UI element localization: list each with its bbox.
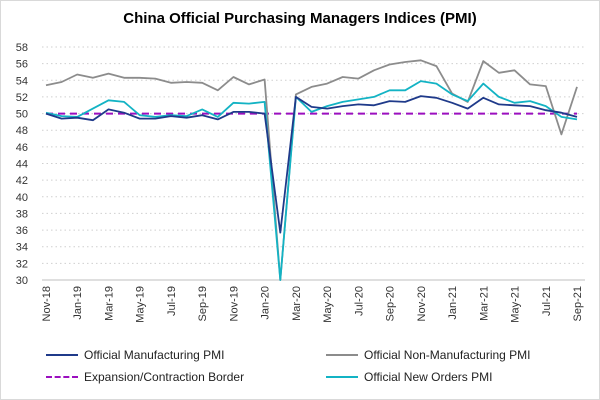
x-tick-label: Sep-20 bbox=[385, 286, 397, 321]
x-tick-label: Jan-19 bbox=[72, 286, 84, 320]
legend-label: Official Manufacturing PMI bbox=[84, 348, 225, 362]
x-tick-label: Nov-20 bbox=[416, 286, 428, 321]
x-tick-label: Jul-21 bbox=[541, 286, 553, 316]
y-tick-label: 48 bbox=[16, 125, 28, 137]
y-tick-label: 44 bbox=[16, 159, 28, 171]
y-tick-label: 38 bbox=[16, 208, 28, 220]
x-tick-label: Mar-20 bbox=[291, 286, 303, 321]
legend-swatch bbox=[326, 376, 358, 378]
x-tick-label: Jul-19 bbox=[166, 286, 178, 316]
x-tick-label: Jul-20 bbox=[353, 286, 365, 316]
x-tick-label: May-21 bbox=[510, 286, 522, 323]
x-tick-label: Nov-19 bbox=[228, 286, 240, 321]
legend-label: Official Non-Manufacturing PMI bbox=[364, 348, 531, 362]
series-line-official-manufacturing-pmi bbox=[45, 95, 578, 234]
y-tick-label: 54 bbox=[16, 75, 28, 87]
legend-swatch bbox=[326, 354, 358, 356]
legend-item-non-manufacturing: Official Non-Manufacturing PMI bbox=[326, 348, 531, 362]
y-tick-label: 32 bbox=[16, 258, 28, 270]
y-tick-label: 50 bbox=[16, 109, 28, 121]
legend-swatch bbox=[46, 376, 78, 378]
x-tick-label: May-20 bbox=[322, 286, 334, 323]
x-tick-label: Nov-18 bbox=[41, 286, 53, 321]
y-tick-label: 34 bbox=[16, 242, 28, 254]
x-tick-label: Jan-20 bbox=[260, 286, 272, 320]
x-tick-label: Sep-19 bbox=[197, 286, 209, 321]
y-tick-label: 30 bbox=[16, 275, 28, 287]
x-tick-label: Mar-19 bbox=[103, 286, 115, 321]
y-tick-label: 42 bbox=[16, 175, 28, 187]
x-tick-label: Sep-21 bbox=[572, 286, 584, 321]
x-tick-label: Mar-21 bbox=[478, 286, 490, 321]
chart-title: China Official Purchasing Managers Indic… bbox=[123, 10, 477, 27]
y-tick-label: 58 bbox=[16, 42, 28, 54]
legend-item-manufacturing: Official Manufacturing PMI bbox=[46, 348, 225, 362]
y-tick-label: 56 bbox=[16, 59, 28, 71]
x-tick-label: May-19 bbox=[135, 286, 147, 323]
legend-item-new-orders: Official New Orders PMI bbox=[326, 370, 492, 384]
legend-label: Official New Orders PMI bbox=[364, 370, 493, 384]
y-tick-label: 52 bbox=[16, 92, 28, 104]
x-tick-label: Jan-21 bbox=[447, 286, 459, 320]
y-tick-label: 46 bbox=[16, 142, 28, 154]
legend-swatch bbox=[46, 354, 78, 356]
series-line-official-non-manufacturing-pmi bbox=[45, 59, 578, 281]
series-line-official-new-orders-pmi bbox=[45, 80, 578, 281]
y-tick-label: 40 bbox=[16, 192, 28, 204]
legend-item-border: Expansion/Contraction Border bbox=[46, 370, 244, 384]
y-tick-label: 36 bbox=[16, 225, 28, 237]
legend-label: Expansion/Contraction Border bbox=[84, 370, 245, 384]
